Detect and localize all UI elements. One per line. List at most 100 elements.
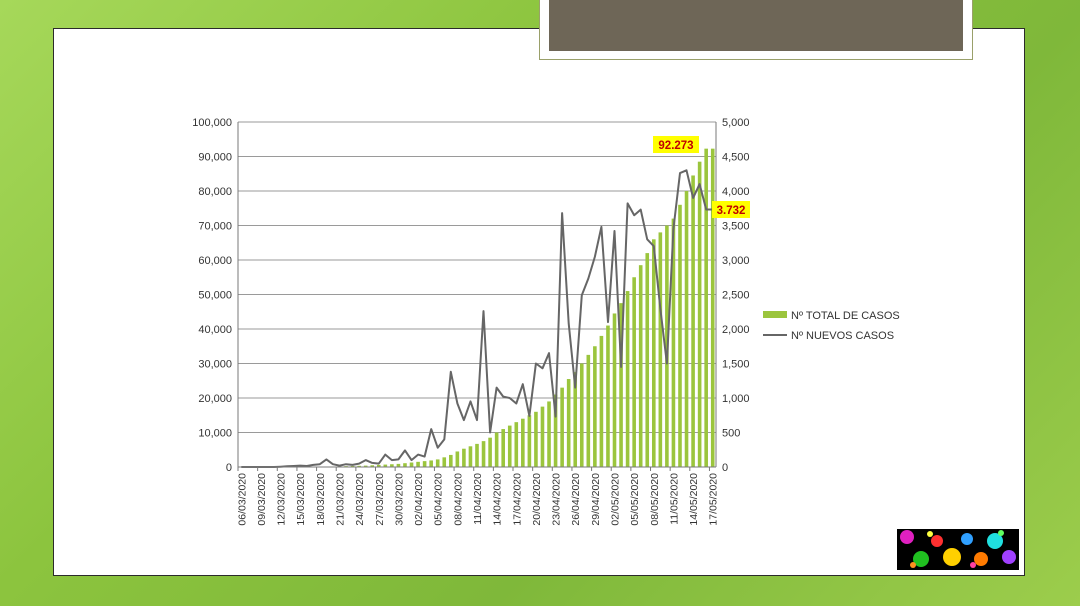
annotation-box-new <box>712 201 750 218</box>
x-tick-label: 29/04/2020 <box>590 473 602 526</box>
bar <box>704 148 708 468</box>
y-right-tick-label: 0 <box>722 462 728 474</box>
y-left-tick-label: 60,000 <box>198 255 232 267</box>
bar <box>697 161 702 468</box>
annotations: 92.273 3.732 <box>653 136 750 218</box>
bar <box>553 394 558 467</box>
slide-card <box>53 28 1025 576</box>
bar <box>678 204 682 468</box>
bar <box>481 441 486 467</box>
legend: Nº TOTAL DE CASOS Nº NUEVOS CASOS <box>763 310 900 342</box>
y-right-tick-label: 5,000 <box>722 117 750 129</box>
bar <box>403 463 407 467</box>
bar <box>435 459 440 467</box>
bar <box>612 313 617 467</box>
x-tick-label: 21/03/2020 <box>334 473 346 526</box>
y-right-tick-label: 2,500 <box>722 290 750 302</box>
bar <box>357 465 361 467</box>
bar <box>540 406 545 467</box>
gridlines <box>238 121 716 468</box>
y-left-tick-label: 70,000 <box>198 221 232 233</box>
bar <box>494 432 499 467</box>
bar <box>455 451 460 467</box>
x-tick-label: 11/04/2020 <box>472 473 484 525</box>
x-tick-label: 20/04/2020 <box>531 473 543 526</box>
paint-splash-image <box>897 529 1019 570</box>
annotation-total: 92.273 <box>658 140 693 152</box>
x-tick-label: 15/03/2020 <box>295 473 307 526</box>
bar <box>566 379 571 467</box>
bar <box>514 422 519 467</box>
bar <box>468 446 473 467</box>
y-left-tick-label: 80,000 <box>198 186 232 198</box>
bar <box>521 418 525 467</box>
bar <box>638 265 643 467</box>
bar-series-total <box>278 148 715 468</box>
bar <box>488 437 492 467</box>
x-tick-label: 17/04/2020 <box>511 473 523 526</box>
bar <box>396 463 401 467</box>
bar <box>658 232 663 467</box>
x-tick-label: 12/03/2020 <box>276 473 288 526</box>
bar <box>625 291 630 467</box>
x-tick-label: 30/03/2020 <box>393 473 405 526</box>
bar <box>442 457 447 467</box>
bar <box>416 461 420 467</box>
legend-label-total: Nº TOTAL DE CASOS <box>791 310 900 322</box>
x-tick-label: 18/03/2020 <box>315 473 327 526</box>
y-left-tick-label: 50,000 <box>198 290 232 302</box>
bar <box>409 462 414 467</box>
y-right-tick-label: 2,000 <box>722 324 750 336</box>
x-tick-label: 26/04/2020 <box>570 473 582 526</box>
y-right-tick-label: 4,000 <box>722 186 750 198</box>
bar <box>573 372 578 467</box>
x-tick-label: 14/04/2020 <box>492 473 504 526</box>
bar <box>579 363 584 467</box>
x-tick-label: 14/05/2020 <box>688 473 700 526</box>
bar <box>370 465 375 467</box>
bar <box>350 465 355 467</box>
bar <box>383 464 388 467</box>
x-ticks: 06/03/2020 09/03/2020 12/03/2020 15/03/2020… <box>236 467 720 526</box>
legend-swatch-total <box>763 311 787 318</box>
bar <box>429 460 433 467</box>
bar <box>684 191 689 467</box>
y-right-tick-label: 3,500 <box>722 221 750 233</box>
y-right-tick-label: 3,000 <box>722 255 750 267</box>
x-tick-label: 08/04/2020 <box>452 473 464 526</box>
bar <box>691 175 695 467</box>
legend-label-new: Nº NUEVOS CASOS <box>791 330 894 342</box>
bar <box>449 454 453 467</box>
x-tick-label: 24/03/2020 <box>354 473 366 526</box>
y-left-tick-label: 40,000 <box>198 324 232 336</box>
x-tick-label: 06/03/2020 <box>236 473 248 526</box>
y-right-tick-label: 1,000 <box>722 393 750 405</box>
x-tick-label: 05/05/2020 <box>629 473 641 526</box>
title-placeholder <box>539 0 973 60</box>
y-left-tick-label: 90,000 <box>198 152 232 164</box>
y-right-ticks: 0 500 1,000 1,500 2,000 2,500 3,000 3,500 4,000 4… <box>722 117 750 474</box>
bar <box>363 465 368 467</box>
x-tick-label: 11/05/2020 <box>668 473 680 525</box>
x-tick-label: 08/05/2020 <box>649 473 661 526</box>
bar <box>710 148 715 468</box>
x-tick-label: 27/03/2020 <box>374 473 386 526</box>
bar <box>606 325 610 467</box>
bar <box>462 448 466 467</box>
bar <box>475 443 479 467</box>
y-left-tick-label: 30,000 <box>198 359 232 371</box>
bar <box>671 218 676 467</box>
bar <box>422 461 427 467</box>
x-tick-label: 02/04/2020 <box>413 473 425 526</box>
y-left-tick-label: 20,000 <box>198 393 232 405</box>
y-left-ticks: 0 10,000 20,000 30,000 40,000 50,000 60,000 70,… <box>192 117 232 474</box>
y-right-tick-label: 1,500 <box>722 359 750 371</box>
x-tick-label: 02/05/2020 <box>610 473 622 526</box>
bar <box>534 411 538 467</box>
bar <box>593 346 597 467</box>
x-tick-label: 23/04/2020 <box>551 473 563 526</box>
y-left-tick-label: 100,000 <box>192 117 232 129</box>
bar <box>619 303 623 467</box>
bar <box>376 464 381 467</box>
